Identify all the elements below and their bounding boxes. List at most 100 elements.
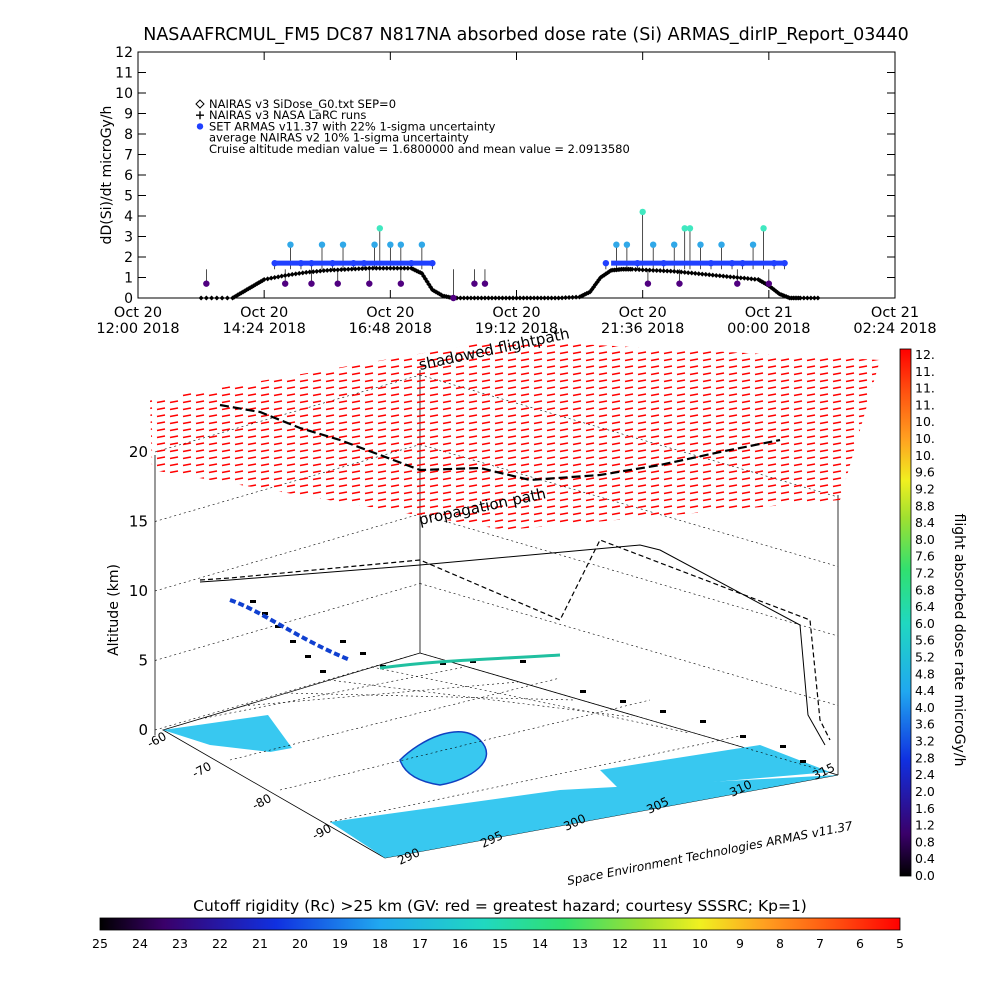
altitude-axis: 0 5 10 15 20 [129,443,148,739]
bottom-colorbar-tick-label: 7 [816,936,824,951]
model-point [710,272,716,278]
altitude-grid-line [154,444,421,522]
legend-entry: average NAIRAS v2 10% 1-sigma uncertaint… [209,131,469,145]
right-colorbar-tick-label: 3.6 [915,717,935,732]
armas-point [623,241,631,248]
right-colorbar-tick-label: 0.8 [915,834,935,849]
model-point [643,267,649,273]
model-point [570,294,576,300]
right-colorbar-tick-label: 8.4 [915,515,935,530]
model-point [692,270,698,276]
top-x-tick-label-time: 00:00 2018 [727,321,810,337]
propagation-marker [800,760,806,763]
armas-point [308,280,315,287]
model-point [542,295,548,301]
right-colorbar-tick-label: 2.0 [915,784,935,799]
armas-point [613,241,620,248]
model-point [314,268,320,274]
model-point [699,271,705,277]
altitude-grid-line [154,652,421,731]
hazard-layer [150,340,880,530]
propagation-marker [250,600,256,603]
bottom-colorbar-tick-label: 5 [896,936,904,951]
propagation-marker [305,655,311,658]
propagation-marker [360,652,366,655]
top-y-tick-label: 3 [124,230,133,246]
altitude-grid-line-east [419,513,839,637]
model-point [727,274,733,280]
top-y-tick-label: 9 [124,107,133,123]
model-point [671,268,677,274]
top-y-tick-label: 2 [124,250,133,266]
model-point [629,266,635,272]
model-point [198,295,204,301]
right-colorbar [899,348,912,877]
model-point [321,268,327,274]
top-y-tick-label: 1 [124,271,133,287]
model-point [506,295,512,301]
bottom-colorbar-tick-label: 22 [212,936,228,951]
propagation-path-markers [229,598,806,763]
model-point [566,294,572,300]
model-point [214,295,220,301]
model-point [731,274,737,280]
armas-point [371,241,378,248]
surface-map-cyan-west [163,715,292,752]
right-colorbar-tick-label: 9.6 [915,465,935,480]
model-point [496,295,502,301]
top-y-tick-label: 4 [124,209,133,225]
propagation-marker [275,625,281,628]
armas-point [644,280,652,287]
top-x-tick-label-date: Oct 21 [745,305,793,321]
armas-point [718,241,725,248]
armas-point [334,280,341,287]
propagation-marker [320,670,326,673]
top-x-tick-label-date: Oct 20 [114,305,162,321]
right-colorbar-label: flight absorbed dose rate microGy/h [951,514,967,767]
top-y-tick-label: 0 [124,291,133,307]
right-colorbar-tick-label: 11. [915,397,935,412]
propagation-marker [620,700,626,703]
model-point [510,295,516,301]
model-point [682,269,688,275]
model-point [464,295,470,301]
armas-point [366,280,373,287]
model-point [717,273,723,279]
model-point [331,267,337,273]
low-dose-track [229,598,351,662]
surface-map-cyan-east [600,745,830,790]
model-point [724,273,730,279]
legend-circle-icon [196,123,204,130]
armas-point [734,280,741,287]
model-point [808,295,814,301]
right-colorbar-tick-label: 7.2 [915,565,935,580]
bottom-colorbar-tick-label: 8 [776,936,784,951]
right-colorbar-tick-label: 8.0 [915,532,935,547]
model-point [549,295,555,301]
top-y-tick-label: 5 [124,189,133,205]
model-point [289,271,295,277]
model-point [492,295,498,301]
model-point [345,266,351,272]
armas-point [639,208,646,216]
model-point [461,295,467,301]
top-x-tick-label-time: 02:24 2018 [853,321,936,337]
right-colorbar-ticks: 12.11.11.11.10.10.10.9.69.28.88.48.07.67… [915,347,935,883]
top-y-tick-label: 7 [124,148,133,164]
propagation-marker [470,660,476,663]
top-y-tick-label: 6 [124,168,133,184]
model-point [359,266,365,272]
model-point [293,271,299,277]
top-x-tick-label-date: Oct 20 [240,305,288,321]
right-colorbar-tick-label: 9.2 [915,481,935,496]
model-point [545,295,551,301]
model-point [675,269,681,275]
model-point [489,295,495,301]
bottom-colorbar-tick-label: 24 [132,936,148,951]
armas-point [671,241,678,248]
model-point [261,277,267,283]
model-point [391,265,397,271]
right-colorbar-tick-label: 5.6 [915,633,935,648]
